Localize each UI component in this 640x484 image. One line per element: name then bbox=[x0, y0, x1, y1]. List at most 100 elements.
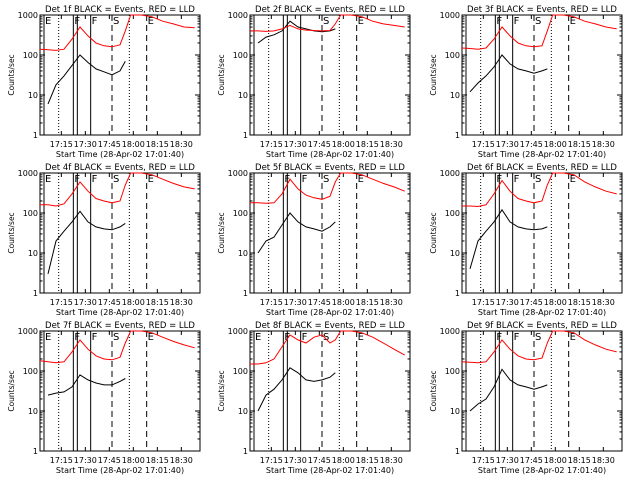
y-tick-label: 1000 bbox=[440, 11, 460, 20]
lld-series-line bbox=[461, 14, 617, 50]
time-marker-label: E bbox=[570, 332, 576, 343]
x-tick-label: 17:15 bbox=[472, 298, 495, 307]
time-marker-label: E bbox=[45, 332, 51, 343]
y-tick-label: 100 bbox=[23, 367, 38, 376]
lld-series-line bbox=[250, 172, 405, 204]
y-axis-label: Counts/sec bbox=[217, 212, 226, 253]
x-tick-label: 18:30 bbox=[380, 140, 403, 149]
x-tick-label: 18:00 bbox=[122, 456, 145, 465]
time-marker-label: S bbox=[323, 332, 329, 343]
x-tick-label: 17:45 bbox=[308, 298, 331, 307]
x-tick-label: 18:15 bbox=[356, 140, 379, 149]
x-tick-label: 17:15 bbox=[50, 298, 73, 307]
y-tick-label: 1 bbox=[455, 289, 460, 298]
y-tick-label: 100 bbox=[233, 367, 248, 376]
plot-title: Det 4f BLACK = Events, RED = LLD bbox=[45, 163, 195, 173]
time-marker-label: E bbox=[45, 16, 51, 27]
x-tick-label: 18:00 bbox=[544, 140, 567, 149]
events-series-line bbox=[257, 212, 336, 254]
x-tick-label: 18:00 bbox=[122, 140, 145, 149]
time-marker-label: S bbox=[113, 16, 119, 27]
y-tick-label: 100 bbox=[233, 209, 248, 218]
x-axis-label: Start Time (28-Apr-02 17:01:40) bbox=[266, 150, 394, 159]
detector-plot-2: Det 2f BLACK = Events, RED = LLD 1 10 100 10… bbox=[217, 5, 411, 159]
lld-series-line bbox=[40, 172, 195, 207]
y-axis-label: Counts/sec bbox=[7, 212, 16, 253]
detector-plot-5: Det 5f BLACK = Events, RED = LLD 1 10 100 10… bbox=[217, 163, 411, 317]
x-tick-label: 18:30 bbox=[592, 140, 615, 149]
x-tick-label: 18:15 bbox=[568, 456, 591, 465]
y-tick-label: 10 bbox=[28, 91, 38, 100]
x-tick-label: 17:30 bbox=[496, 140, 519, 149]
y-axis-label: Counts/sec bbox=[7, 54, 16, 95]
x-tick-label: 17:30 bbox=[74, 298, 97, 307]
time-marker-label: S bbox=[323, 16, 329, 27]
y-tick-label: 10 bbox=[450, 91, 460, 100]
x-axis-label: Start Time (28-Apr-02 17:01:40) bbox=[478, 150, 606, 159]
x-tick-label: 18:15 bbox=[568, 298, 591, 307]
x-tick-label: 17:30 bbox=[496, 456, 519, 465]
time-marker-label: E bbox=[148, 16, 154, 27]
lld-series-line bbox=[39, 14, 195, 51]
x-axis-label: Start Time (28-Apr-02 17:01:40) bbox=[478, 466, 606, 475]
y-tick-label: 1 bbox=[33, 131, 38, 140]
y-axis-label: Counts/sec bbox=[429, 212, 438, 253]
events-series-line bbox=[469, 368, 548, 412]
time-marker-label: S bbox=[113, 174, 119, 185]
y-tick-label: 10 bbox=[28, 407, 38, 416]
events-series-line bbox=[469, 54, 548, 93]
x-tick-label: 18:30 bbox=[170, 456, 193, 465]
time-marker-label: E bbox=[148, 332, 154, 343]
plot-frame bbox=[249, 14, 411, 136]
detector-plot-9: Det 9f BLACK = Events, RED = LLD 1 10 100 10… bbox=[429, 321, 623, 475]
x-tick-label: 18:00 bbox=[332, 298, 355, 307]
x-tick-label: 17:45 bbox=[308, 140, 331, 149]
plot-frame bbox=[461, 14, 623, 136]
x-tick-label: 17:45 bbox=[520, 140, 543, 149]
y-tick-label: 10 bbox=[28, 249, 38, 258]
y-tick-label: 100 bbox=[445, 209, 460, 218]
y-tick-label: 10 bbox=[450, 249, 460, 258]
lld-series-line bbox=[39, 330, 195, 364]
y-tick-label: 1000 bbox=[228, 11, 248, 20]
plot-title: Det 7f BLACK = Events, RED = LLD bbox=[45, 321, 195, 331]
x-axis-label: Start Time (28-Apr-02 17:01:40) bbox=[56, 308, 184, 317]
time-marker-label: E bbox=[570, 16, 576, 27]
y-tick-label: 10 bbox=[238, 407, 248, 416]
y-tick-label: 1000 bbox=[18, 327, 38, 336]
y-axis-label: Counts/sec bbox=[217, 370, 226, 411]
time-marker-label: S bbox=[535, 16, 541, 27]
events-series-line bbox=[257, 367, 336, 412]
x-tick-label: 17:15 bbox=[260, 140, 283, 149]
time-marker-label: F bbox=[302, 174, 308, 185]
x-tick-label: 17:30 bbox=[74, 140, 97, 149]
events-series-line bbox=[47, 54, 126, 105]
y-tick-label: 1 bbox=[33, 289, 38, 298]
x-tick-label: 18:00 bbox=[332, 140, 355, 149]
x-tick-label: 18:30 bbox=[170, 140, 193, 149]
y-tick-label: 1 bbox=[243, 289, 248, 298]
plot-title: Det 8f BLACK = Events, RED = LLD bbox=[255, 321, 405, 331]
plot-frame bbox=[39, 172, 201, 294]
plot-frame bbox=[461, 172, 623, 294]
plot-title: Det 6f BLACK = Events, RED = LLD bbox=[467, 163, 617, 173]
x-tick-label: 17:15 bbox=[50, 140, 73, 149]
time-marker-label: F bbox=[514, 16, 520, 27]
x-tick-label: 17:45 bbox=[520, 456, 543, 465]
time-marker-label: E bbox=[148, 174, 154, 185]
plot-title: Det 1f BLACK = Events, RED = LLD bbox=[45, 5, 195, 15]
lld-series-line bbox=[250, 14, 405, 32]
x-tick-label: 18:00 bbox=[544, 456, 567, 465]
y-tick-label: 1 bbox=[33, 447, 38, 456]
y-tick-label: 1000 bbox=[18, 11, 38, 20]
plot-title: Det 9f BLACK = Events, RED = LLD bbox=[467, 321, 617, 331]
detector-plot-1: Det 1f BLACK = Events, RED = LLD 1 10 100 10… bbox=[7, 5, 201, 159]
x-tick-label: 18:30 bbox=[592, 298, 615, 307]
detector-plot-4: Det 4f BLACK = Events, RED = LLD 1 10 100 10… bbox=[7, 163, 201, 317]
x-tick-label: 17:30 bbox=[74, 456, 97, 465]
time-marker-label: F bbox=[92, 332, 98, 343]
x-tick-label: 17:45 bbox=[98, 298, 121, 307]
x-tick-label: 18:30 bbox=[170, 298, 193, 307]
